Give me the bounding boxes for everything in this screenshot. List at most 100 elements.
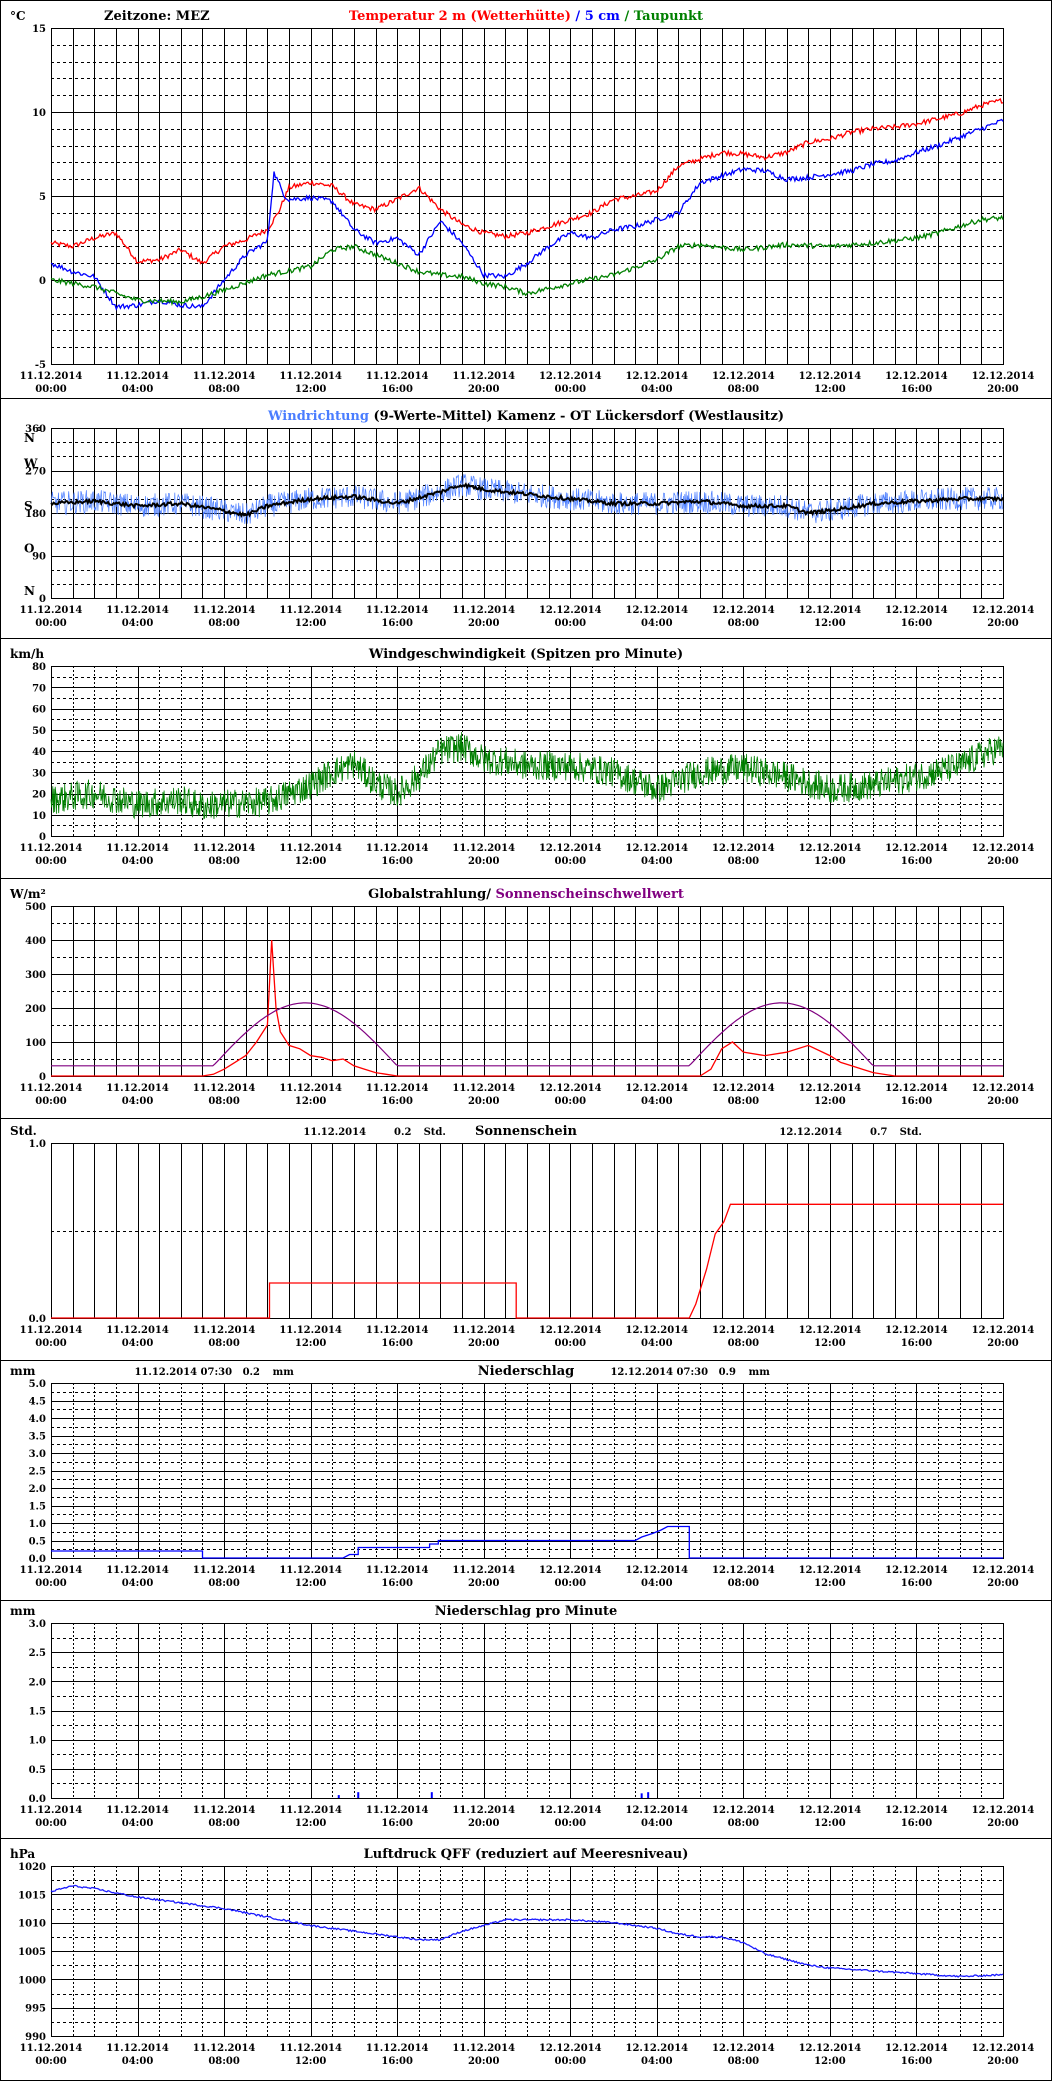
x-tick-date: 11.12.2014 [20,1565,83,1576]
x-tick-date: 12.12.2014 [799,371,862,382]
y-tick-label: 1.5 [29,1707,46,1718]
x-tick-time: 00:00 [555,384,587,395]
x-tick-time: 16:00 [381,856,413,867]
x-tick-time: 12:00 [295,1818,327,1829]
x-tick-time: 20:00 [987,1578,1019,1589]
y-tick-label: 60 [32,705,46,716]
x-tick-date: 11.12.2014 [20,371,83,382]
x-tick-time: 00:00 [555,2056,587,2067]
title-part: Kamenz - OT Lückersdorf (Westlausitz) [492,409,784,424]
x-tick-time: 08:00 [208,1096,240,1107]
plot-frame [51,666,1004,837]
x-tick-time: 08:00 [728,1818,760,1829]
x-tick-date: 11.12.2014 [106,1325,169,1336]
series-luftdruck-qff [50,1884,1004,1978]
title-part: Windgeschwindigkeit (Spitzen pro Minute) [368,647,683,662]
x-tick-time: 04:00 [641,618,673,629]
x-tick-date: 12.12.2014 [799,1083,862,1094]
x-tick-date: 11.12.2014 [20,1325,83,1336]
x-tick-time: 16:00 [901,856,933,867]
title-part: Luftdruck QFF (reduziert auf Meeresnivea… [364,1847,689,1862]
x-tick-time: 00:00 [35,1578,67,1589]
x-tick-time: 12:00 [295,1096,327,1107]
y-tick-label: 1005 [18,1947,46,1958]
title-part: Globalstrahlung/ [368,887,495,902]
y-tick-label: 70 [32,683,46,694]
compass-label: N [24,584,35,598]
x-tick-time: 12:00 [295,1338,327,1349]
x-tick-date: 12.12.2014 [539,1565,602,1576]
x-tick-date: 11.12.2014 [452,843,515,854]
series-sonnenschein [51,1203,1003,1319]
x-tick-date: 11.12.2014 [366,1805,429,1816]
x-tick-time: 00:00 [35,2056,67,2067]
chart-sunshine: 0.01.0Std.11.12.201400:0011.12.201404:00… [0,1124,1052,1361]
x-tick-time: 04:00 [641,1096,673,1107]
x-tick-time: 12:00 [814,384,846,395]
series-line [51,1525,1003,1559]
series-9-werte-mittel [50,482,1004,518]
grid [51,666,1004,837]
chart-precip_min: 0.0 0.5 1.0 1.5 2.0 2.5 3.0mm 11.12.2014 00:00 11… [0,1604,1052,1839]
x-tick-time: 08:00 [728,856,760,867]
x-tick-date: 12.12.2014 [799,1325,862,1336]
x-tick-date: 12.12.2014 [625,2043,688,2054]
y-tick-label: 500 [25,902,46,913]
series-line [50,482,1004,518]
y-tick-label: 180 [25,509,46,520]
x-tick-date: 12.12.2014 [712,605,775,616]
x-tick-date: 11.12.2014 [279,843,342,854]
series-line [50,118,1004,311]
x-tick-time: 08:00 [208,618,240,629]
y-tick-label: -5 [35,360,46,371]
title-part: Temperatur 2 m (Wetterhütte) [349,9,571,24]
y-tick-label: 2.0 [29,1484,46,1495]
y-tick-label: 80 [32,662,46,673]
x-tick-time: 04:00 [122,1096,154,1107]
x-tick-time: 08:00 [728,1578,760,1589]
compass-label: S [24,499,33,513]
x-tick-time: 12:00 [295,618,327,629]
x-tick-time: 12:00 [814,2056,846,2067]
x-tick-time: 20:00 [468,2056,500,2067]
y-tick-label: 4.0 [29,1414,46,1425]
x-tick-date: 11.12.2014 [193,1325,256,1336]
series-line [51,1203,1003,1319]
x-tick-date: 11.12.2014 [452,2043,515,2054]
unit-label: ° [36,425,42,439]
compass-label: W [23,457,38,471]
title-part: 5 cm [585,9,620,24]
x-tick-date: 12.12.2014 [625,1565,688,1576]
y-tick-label: 360 [25,424,46,435]
title-part: (9-Werte-Mittel) [369,409,492,424]
x-tick-date: 12.12.2014 [972,1083,1035,1094]
series-line [50,214,1004,307]
y-tick-label: 1015 [18,1890,46,1901]
y-tick-label: 1.0 [29,1736,46,1747]
x-tick-time: 00:00 [35,856,67,867]
x-tick-date: 12.12.2014 [885,843,948,854]
x-tick-date: 11.12.2014 [452,371,515,382]
raw-direction-line [50,473,1004,524]
y-tick-label: 100 [25,1038,46,1049]
x-tick-time: 00:00 [555,1338,587,1349]
x-tick-time: 16:00 [901,384,933,395]
x-tick-time: 12:00 [295,1578,327,1589]
x-tick-date: 12.12.2014 [799,2043,862,2054]
x-tick-date: 11.12.2014 [279,2043,342,2054]
annotation-unit: mm [749,1367,771,1378]
x-tick-date: 11.12.2014 [193,371,256,382]
y-tick-label: 200 [25,1004,46,1015]
x-tick-date: 12.12.2014 [972,1565,1035,1576]
y-tick-label: 20 [32,790,46,801]
x-tick-date: 12.12.2014 [539,605,602,616]
y-tick-label: 0 [39,1072,46,1083]
x-tick-date: 11.12.2014 [366,371,429,382]
y-tick-label: 15 [32,24,46,35]
title-part: Windrichtung [267,409,369,424]
x-tick-date: 11.12.2014 [106,1083,169,1094]
x-tick-time: 08:00 [208,384,240,395]
y-tick-label: 0.0 [29,1794,46,1805]
compass-label: O [24,542,34,556]
x-tick-time: 16:00 [381,618,413,629]
